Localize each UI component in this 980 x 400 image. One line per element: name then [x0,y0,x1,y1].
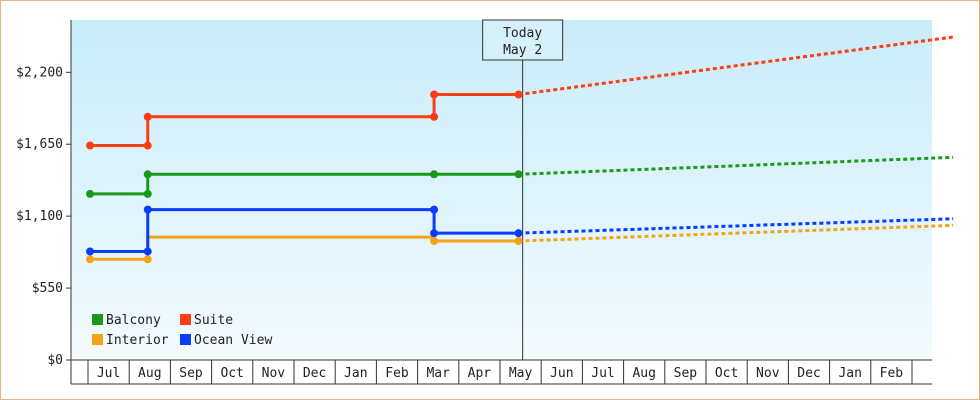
month-label: Jul [97,366,120,381]
legend-item-interior: Interior [92,333,169,348]
today-label: Today [503,26,542,41]
legend-item-ocean-view: Ocean View [180,333,272,348]
plot-background [71,20,932,360]
data-point [430,170,439,179]
legend-label: Interior [106,333,169,348]
data-point [514,90,523,99]
y-tick-label: $1,100 [16,209,63,224]
month-label: Dec [303,366,326,381]
data-point [430,112,439,121]
data-point [143,170,152,179]
today-date: May 2 [503,43,542,58]
data-point [143,141,152,150]
data-point [143,205,152,214]
data-point [143,255,152,264]
data-point [430,90,439,99]
data-point [514,229,523,238]
data-point [514,170,523,179]
series-suite [86,35,954,150]
series-ocean-view-forecast-line [518,217,954,235]
month-label: Feb [880,366,904,381]
series-ocean-view [86,205,954,256]
y-tick-label: $550 [32,281,63,296]
month-label: Sep [179,366,203,381]
y-tick-label: $0 [47,353,63,368]
data-point [430,229,439,238]
data-point [86,255,95,264]
legend-swatch [180,314,191,325]
series-balcony [86,155,954,198]
month-label: Jun [550,366,573,381]
legend-item-suite: Suite [180,313,233,328]
month-label: Apr [468,366,492,381]
data-point [430,205,439,214]
legend-label: Suite [194,313,233,328]
month-label: Nov [262,366,286,381]
legend-label: Ocean View [194,333,272,348]
y-axis: $0 $550 $1,100 $1,650 $2,200 [16,20,72,368]
series-interior-forecast-line [518,223,954,243]
series-layer [86,35,954,264]
y-tick-label: $2,200 [16,65,63,80]
month-label: Sep [674,366,698,381]
month-label: Nov [756,366,780,381]
data-point [86,141,95,150]
month-label: May [509,366,533,381]
series-suite-history-line [90,93,519,148]
data-point [86,189,95,198]
month-label: Feb [385,366,409,381]
legend-swatch [92,334,103,345]
series-ocean-view-history-line [90,208,519,253]
month-label: Mar [426,366,450,381]
data-point [143,247,152,256]
series-interior-history-line [90,235,519,261]
month-label: Jan [838,366,861,381]
month-label: Jul [591,366,614,381]
series-balcony-forecast-line [518,155,954,176]
legend-item-balcony: Balcony [92,313,161,328]
month-label: Oct [715,366,738,381]
month-label: Dec [797,366,820,381]
today-box [482,19,564,61]
data-point [430,237,439,245]
series-suite-forecast-line [518,35,954,97]
x-axis: Jul Aug Sep Oct Nov Dec Jan Feb Mar Apr May Jun Jul A… [70,359,932,385]
data-point [86,247,95,256]
data-point [143,189,152,198]
month-label: Aug [632,366,655,381]
legend-label: Balcony [106,313,161,328]
series-interior [86,223,954,264]
month-label: Aug [138,366,161,381]
today-marker: Today May 2 [482,19,564,360]
month-label: Jan [344,366,367,381]
legend-swatch [180,334,191,345]
data-point [143,112,152,121]
month-label: Oct [220,366,243,381]
legend: Balcony Suite Interior Ocean View [92,313,272,348]
data-point [514,237,523,245]
legend-swatch [92,314,103,325]
y-tick-label: $1,650 [16,137,63,152]
